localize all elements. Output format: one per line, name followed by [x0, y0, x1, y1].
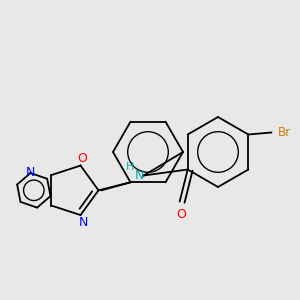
Text: N: N — [79, 215, 88, 229]
Text: O: O — [176, 208, 186, 221]
Text: Br: Br — [278, 126, 291, 139]
Text: O: O — [78, 152, 88, 165]
Text: N: N — [26, 167, 35, 179]
Text: H: H — [125, 163, 134, 172]
Text: N: N — [135, 169, 144, 182]
